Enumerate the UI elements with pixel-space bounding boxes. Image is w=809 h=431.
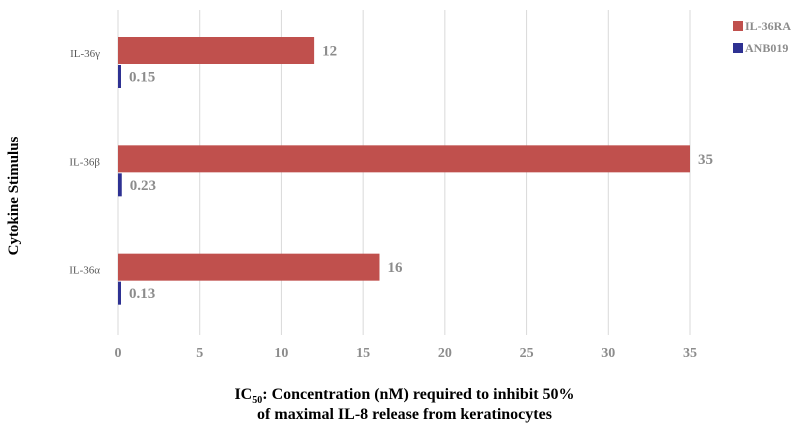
legend-label: IL-36RA <box>745 19 791 33</box>
bar-il-36ra <box>118 253 380 281</box>
x-axis-title-line2: of maximal IL-8 release from keratinocyt… <box>257 406 552 423</box>
x-axis-title: IC50: Concentration (nM) required to inh… <box>0 385 809 425</box>
x-tick-label: 0 <box>115 346 122 361</box>
legend-swatch <box>733 21 743 31</box>
bar-anb019 <box>118 281 121 305</box>
data-label: 35 <box>698 152 713 168</box>
x-tick-label: 15 <box>356 346 370 361</box>
category-label: IL-36γ <box>70 48 100 60</box>
x-axis-title-line1: IC50: Concentration (nM) required to inh… <box>234 386 575 406</box>
legend-swatch <box>733 43 743 53</box>
data-label: 0.15 <box>129 70 155 86</box>
x-tick-labels: 0 5 10 15 20 25 30 35 <box>115 346 698 361</box>
bar-anb019 <box>118 173 122 197</box>
gridlines <box>117 10 691 335</box>
bars: 12 0.15 35 0.23 16 0.13 <box>118 37 713 305</box>
y-tick-labels: IL-36γ IL-36β IL-36α <box>69 48 100 277</box>
data-label: 0.23 <box>130 178 156 194</box>
x-tick-label: 25 <box>520 346 534 361</box>
bar-il-36ra <box>118 37 315 64</box>
data-label: 0.13 <box>129 286 155 302</box>
bar-anb019 <box>118 65 121 88</box>
legend-label: ANB019 <box>745 41 788 55</box>
data-label: 16 <box>387 260 403 276</box>
x-tick-label: 20 <box>438 346 452 361</box>
x-tick-label: 10 <box>274 346 288 361</box>
y-axis-title: Cytokine Stimulus <box>6 136 22 255</box>
category-label: IL-36α <box>69 265 100 277</box>
category-label: IL-36β <box>69 156 100 168</box>
x-tick-label: 35 <box>683 346 697 361</box>
data-label: 12 <box>322 44 337 60</box>
x-tick-label: 5 <box>196 346 203 361</box>
bar-il-36ra <box>118 145 690 173</box>
legend: IL-36RA ANB019 <box>733 19 791 55</box>
x-tick-label: 30 <box>601 346 615 361</box>
